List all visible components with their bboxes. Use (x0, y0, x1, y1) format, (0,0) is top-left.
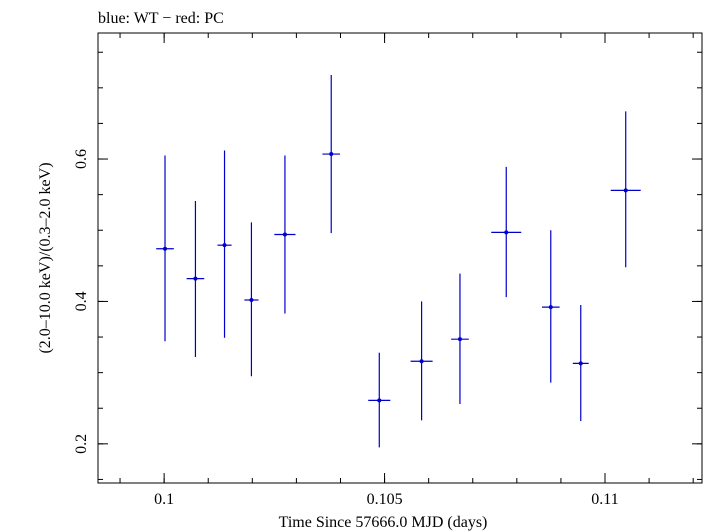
data-marker (193, 276, 198, 281)
data-marker (457, 337, 462, 342)
plot-frame (97, 32, 703, 484)
axis-ticks (98, 33, 702, 483)
y-axis-label: (2.0–10.0 keV)/(0.3–2.0 keV) (37, 162, 54, 353)
data-marker (329, 152, 334, 157)
data-marker (282, 232, 287, 237)
data-marker (623, 188, 628, 193)
chart-title: blue: WT − red: PC (98, 10, 224, 27)
data-marker (578, 361, 583, 366)
data-marker (163, 246, 168, 251)
x-tick-labels: 0.1 0.105 0.11 (154, 491, 619, 508)
data-point (541, 230, 560, 383)
data-point (451, 273, 469, 404)
data-point (491, 166, 522, 298)
x-tick-label: 0.11 (591, 491, 618, 508)
data-point (217, 150, 232, 338)
data-marker (249, 298, 254, 303)
data-marker (419, 359, 424, 364)
data-point (410, 301, 433, 421)
data-marker (548, 305, 553, 310)
x-tick-label: 0.1 (154, 491, 174, 508)
y-tick-label: 0.4 (73, 291, 90, 311)
data-marker (377, 398, 382, 403)
data-marker (504, 230, 509, 235)
data-point (322, 75, 341, 234)
x-axis-label: Time Since 57666.0 MJD (days) (279, 514, 488, 531)
data-point (156, 155, 174, 342)
y-tick-labels: 0.2 0.4 0.6 (73, 149, 90, 454)
data-point (274, 155, 296, 314)
data-point (610, 111, 641, 268)
data-point (368, 352, 391, 448)
x-tick-label: 0.105 (367, 491, 403, 508)
data-point (244, 222, 259, 377)
y-tick-label: 0.6 (73, 149, 90, 169)
y-tick-label: 0.2 (73, 434, 90, 454)
data-marker (222, 243, 227, 248)
data-series (156, 75, 641, 448)
data-point (572, 304, 589, 422)
data-point (186, 201, 205, 357)
